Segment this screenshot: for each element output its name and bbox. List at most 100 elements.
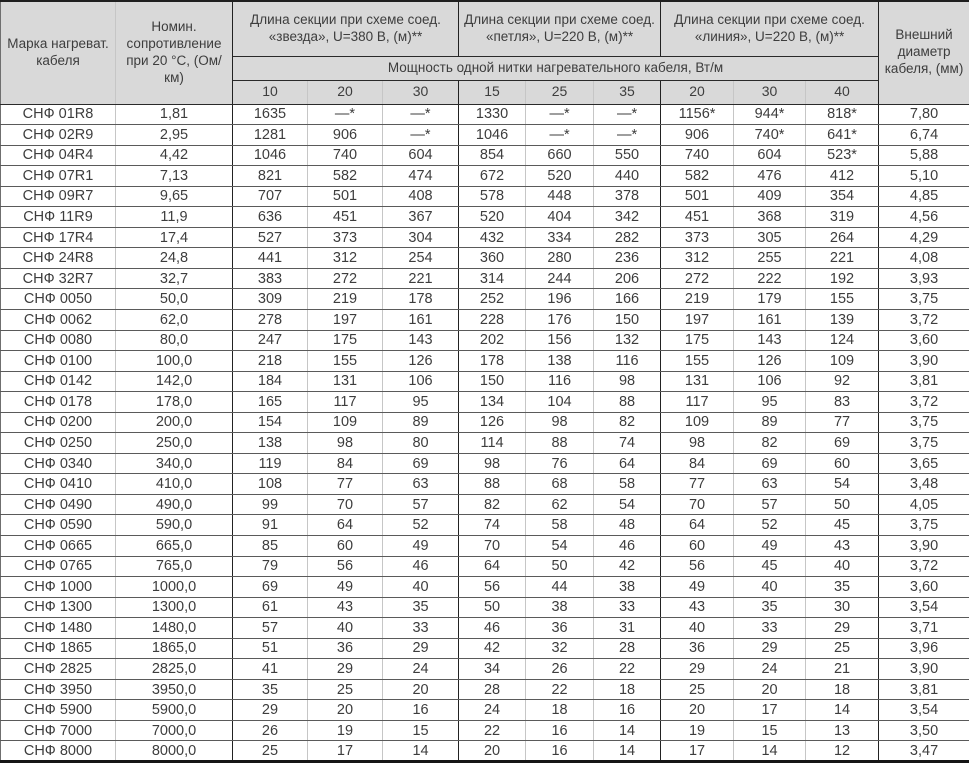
value-cell: 410,0 [115, 473, 233, 495]
value-cell: 408 [382, 186, 460, 208]
value-cell: 46 [382, 556, 460, 578]
value-cell: 95 [382, 391, 460, 413]
value-cell: 176 [525, 309, 595, 331]
value-cell: 665,0 [115, 535, 233, 557]
value-cell: —* [525, 104, 595, 126]
value-cell: 222 [733, 268, 807, 290]
power-col-header: 20 [307, 80, 383, 105]
value-cell: —* [307, 104, 383, 126]
value-cell: 3,81 [878, 371, 969, 393]
value-cell: 14 [382, 740, 460, 762]
value-cell: 906 [307, 124, 383, 146]
value-cell: 70 [458, 535, 527, 557]
value-cell: 218 [232, 350, 308, 372]
power-col-header: 15 [458, 80, 527, 105]
value-cell: 282 [593, 227, 662, 249]
value-cell: 13 [805, 720, 880, 742]
value-cell: 80,0 [115, 330, 233, 352]
value-cell: 76 [525, 453, 595, 475]
table-row: СНФ 0410 410,0 108 77 63 88 68 58 77 63 54 3,48 [0, 473, 969, 495]
value-cell: 383 [232, 268, 308, 290]
table-row: СНФ 0490 490,0 99 70 57 82 62 54 70 57 50 4,05 [0, 494, 969, 516]
value-cell: 20 [382, 679, 460, 701]
value-cell: 54 [525, 535, 595, 557]
value-cell: 98 [593, 371, 662, 393]
cable-mark-cell: СНФ 8000 [0, 740, 116, 762]
table-row: СНФ 0050 50,0 309 219 178 252 196 166 219 179 155 3… [0, 288, 969, 310]
value-cell: 272 [307, 268, 383, 290]
value-cell: 57 [232, 617, 308, 639]
value-cell: 92 [805, 371, 880, 393]
cable-mark-cell: СНФ 1000 [0, 576, 116, 598]
value-cell: 64 [458, 556, 527, 578]
value-cell: 314 [458, 268, 527, 290]
value-cell: 404 [525, 206, 595, 228]
power-values-row: 10 20 30 15 25 35 20 30 40 [1, 80, 969, 105]
value-cell: 15 [382, 720, 460, 742]
value-cell: 20 [458, 740, 527, 762]
value-cell: 29 [733, 638, 807, 660]
cable-mark-cell: СНФ 07R1 [0, 165, 116, 187]
table-row: СНФ 24R8 24,8 441 312 254 360 280 236 312 255 221 4… [0, 247, 969, 269]
value-cell: 304 [382, 227, 460, 249]
value-cell: 52 [382, 514, 460, 536]
value-cell: 138 [232, 432, 308, 454]
value-cell: 50 [458, 597, 527, 619]
value-cell: 604 [733, 145, 807, 167]
value-cell: 84 [307, 453, 383, 475]
table-row: СНФ 09R7 9,65 707 501 408 578 448 378 501 409 354 4… [0, 186, 969, 208]
value-cell: 378 [593, 186, 662, 208]
table-header: Марка нагреват. кабеля Номин. сопротивле… [0, 1, 969, 105]
value-cell: 25 [307, 679, 383, 701]
value-cell: 43 [660, 597, 735, 619]
value-cell: 26 [525, 658, 595, 680]
value-cell: 79 [232, 556, 308, 578]
value-cell: 501 [307, 186, 383, 208]
value-cell: 49 [307, 576, 383, 598]
value-cell: 43 [307, 597, 383, 619]
cable-mark-cell: СНФ 0050 [0, 288, 116, 310]
value-cell: 49 [733, 535, 807, 557]
cable-mark-cell: СНФ 0200 [0, 412, 116, 434]
cable-mark-cell: СНФ 0250 [0, 432, 116, 454]
value-cell: 3,65 [878, 453, 969, 475]
value-cell: 62 [525, 494, 595, 516]
value-cell: 3,54 [878, 597, 969, 619]
value-cell: 69 [805, 432, 880, 454]
value-cell: 3,93 [878, 268, 969, 290]
value-cell: 9,65 [115, 186, 233, 208]
cable-mark-cell: СНФ 0100 [0, 350, 116, 372]
table-row: СНФ 0765 765,0 79 56 46 64 50 42 56 45 40 3,72 [0, 556, 969, 578]
cable-mark-cell: СНФ 0080 [0, 330, 116, 352]
value-cell: 35 [805, 576, 880, 598]
value-cell: 28 [593, 638, 662, 660]
value-cell: 636 [232, 206, 308, 228]
value-cell: 56 [307, 556, 383, 578]
value-cell: 85 [232, 535, 308, 557]
value-cell: 89 [733, 412, 807, 434]
value-cell: 4,08 [878, 247, 969, 269]
value-cell: 29 [382, 638, 460, 660]
value-cell: 40 [382, 576, 460, 598]
cable-mark-cell: СНФ 7000 [0, 720, 116, 742]
table-row: СНФ 1000 1000,0 69 49 40 56 44 38 49 40 35 3,60 [0, 576, 969, 598]
value-cell: 45 [805, 514, 880, 536]
value-cell: 14 [733, 740, 807, 762]
value-cell: 527 [232, 227, 308, 249]
value-cell: 5900,0 [115, 699, 233, 721]
value-cell: 142,0 [115, 371, 233, 393]
value-cell: 61 [232, 597, 308, 619]
value-cell: 35 [382, 597, 460, 619]
value-cell: 57 [733, 494, 807, 516]
value-cell: 254 [382, 247, 460, 269]
value-cell: 98 [660, 432, 735, 454]
value-cell: 29 [232, 699, 308, 721]
table-row: СНФ 0665 665,0 85 60 49 70 54 46 60 49 43 3,90 [0, 535, 969, 557]
value-cell: 30 [805, 597, 880, 619]
cable-mark-cell: СНФ 11R9 [0, 206, 116, 228]
value-cell: 582 [660, 165, 735, 187]
group-header-line: Длина секции при схеме соед. «линия», U=… [660, 1, 880, 57]
cable-mark-cell: СНФ 09R7 [0, 186, 116, 208]
table-row: СНФ 01R8 1,81 1635 —* —* 1330 —* —* 1156* 944* 818… [0, 104, 969, 126]
value-cell: 150 [593, 309, 662, 331]
